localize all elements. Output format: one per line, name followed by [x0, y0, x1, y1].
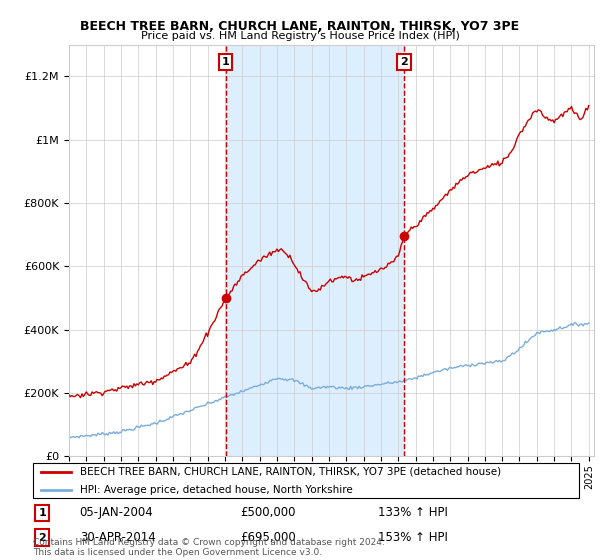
Text: £695,000: £695,000 [240, 531, 296, 544]
Text: Contains HM Land Registry data © Crown copyright and database right 2024.
This d: Contains HM Land Registry data © Crown c… [33, 538, 385, 557]
Text: 133% ↑ HPI: 133% ↑ HPI [378, 506, 448, 519]
FancyBboxPatch shape [33, 463, 579, 498]
Text: Price paid vs. HM Land Registry's House Price Index (HPI): Price paid vs. HM Land Registry's House … [140, 31, 460, 41]
Text: £500,000: £500,000 [240, 506, 295, 519]
Text: BEECH TREE BARN, CHURCH LANE, RAINTON, THIRSK, YO7 3PE: BEECH TREE BARN, CHURCH LANE, RAINTON, T… [80, 20, 520, 32]
Text: 30-APR-2014: 30-APR-2014 [80, 531, 155, 544]
Text: 05-JAN-2004: 05-JAN-2004 [80, 506, 154, 519]
Text: 2: 2 [400, 57, 408, 67]
Text: 2: 2 [38, 533, 46, 543]
Text: 1: 1 [38, 508, 46, 518]
Text: 153% ↑ HPI: 153% ↑ HPI [378, 531, 448, 544]
Text: BEECH TREE BARN, CHURCH LANE, RAINTON, THIRSK, YO7 3PE (detached house): BEECH TREE BARN, CHURCH LANE, RAINTON, T… [80, 466, 501, 477]
Text: HPI: Average price, detached house, North Yorkshire: HPI: Average price, detached house, Nort… [80, 485, 352, 495]
Text: 1: 1 [222, 57, 230, 67]
Bar [226, 45, 404, 456]
